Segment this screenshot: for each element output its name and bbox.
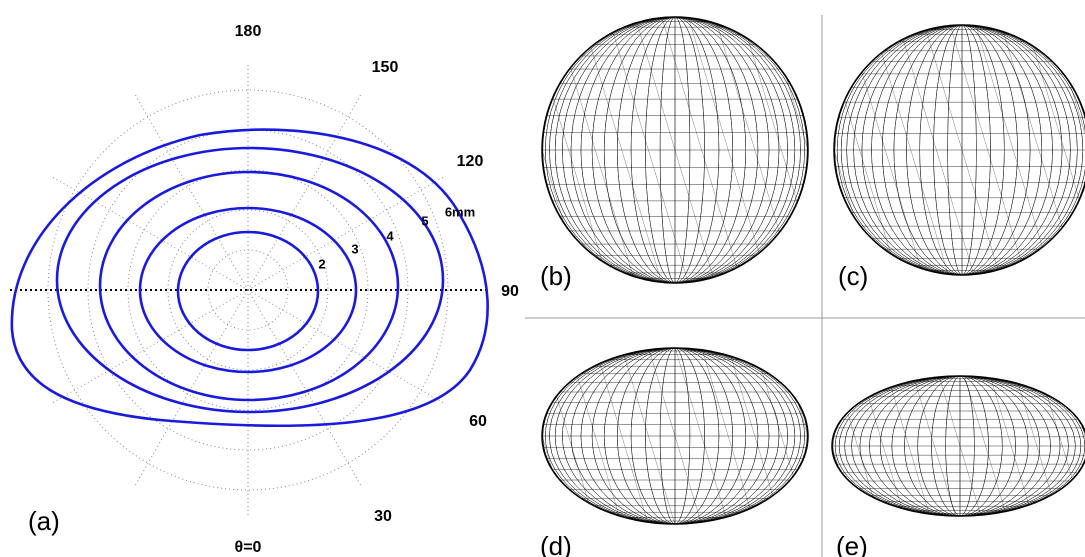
mesh — [383, 348, 968, 524]
grid-spoke — [248, 178, 443, 291]
panel-label: (e) — [836, 531, 868, 557]
contour — [12, 130, 488, 426]
mesh-line — [489, 348, 542, 524]
mesh-line — [760, 376, 802, 516]
mesh-line — [383, 348, 436, 524]
angle-label: 150 — [372, 59, 399, 76]
mesh-line — [888, 348, 941, 524]
mesh-line — [409, 348, 462, 524]
angle-label: 30 — [374, 508, 392, 525]
angle-label: θ=0 — [235, 539, 262, 556]
angle-label: 60 — [469, 413, 487, 430]
polar-grid — [48, 65, 448, 515]
contour-label: 5 — [421, 213, 428, 228]
angle-label: 90 — [501, 283, 519, 300]
panel-label: (c) — [838, 261, 868, 291]
mesh-line — [449, 17, 529, 283]
mesh-line — [734, 376, 776, 516]
mesh-panels — [369, 17, 1085, 524]
contour-label: 4 — [386, 228, 394, 243]
mesh-line — [436, 348, 489, 524]
panel-label: (d) — [540, 531, 572, 557]
grid-spoke — [136, 290, 249, 485]
grid-spoke — [248, 290, 443, 403]
grid-spoke — [248, 290, 361, 485]
contour — [100, 172, 398, 400]
mesh-line — [808, 348, 861, 524]
angle-label: 180 — [235, 23, 262, 40]
angle-label: 120 — [457, 153, 484, 170]
grid-spoke — [136, 95, 249, 290]
grid-spoke — [53, 178, 248, 291]
contour-label: 3 — [351, 241, 358, 256]
panel-label: (a) — [28, 506, 60, 536]
contour-label: 2 — [318, 256, 325, 271]
panel-label: (b) — [540, 261, 572, 291]
mesh-line — [835, 348, 888, 524]
figure: 180 150 120 90 60 30 θ=0 2 3 4 5 6mm (a)… — [0, 0, 1085, 557]
polar-plot: 180 150 120 90 60 30 θ=0 2 3 4 5 6mm (a) — [10, 23, 519, 556]
mesh-line — [462, 348, 515, 524]
mesh — [683, 376, 1085, 516]
mesh-line — [709, 376, 751, 516]
contour-label: 6mm — [445, 204, 475, 219]
grid-spoke — [248, 95, 361, 290]
